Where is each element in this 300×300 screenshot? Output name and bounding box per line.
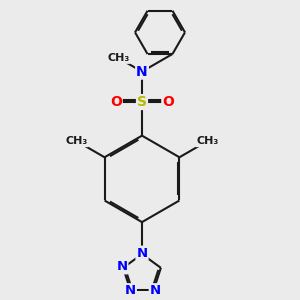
Text: S: S [137, 95, 147, 109]
Text: N: N [150, 284, 161, 297]
Text: O: O [110, 95, 122, 109]
Text: N: N [125, 284, 136, 297]
Text: N: N [116, 260, 128, 273]
Text: CH₃: CH₃ [66, 136, 88, 146]
Text: CH₃: CH₃ [196, 136, 218, 146]
Text: N: N [136, 64, 148, 79]
Text: O: O [162, 95, 174, 109]
Text: N: N [136, 247, 148, 260]
Text: CH₃: CH₃ [107, 53, 130, 63]
